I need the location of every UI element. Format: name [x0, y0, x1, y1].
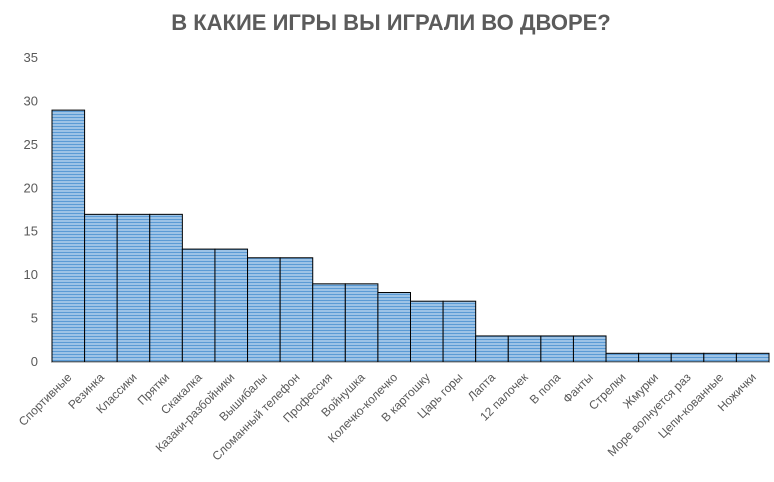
y-axis-ticks: 0 5 10 15 20 25 30 35 — [24, 50, 38, 369]
bar — [181, 248, 216, 363]
bar — [670, 352, 705, 363]
bars-group — [51, 109, 770, 363]
bar — [279, 257, 314, 363]
bar — [344, 283, 379, 363]
bar — [735, 352, 770, 363]
y-tick-label: 5 — [31, 311, 38, 326]
bar — [116, 213, 151, 363]
y-tick-label: 20 — [24, 180, 38, 195]
bar — [638, 352, 672, 363]
bar — [572, 335, 607, 363]
chart-title: В КАКИЕ ИГРЫ ВЫ ИГРАЛИ ВО ДВОРЕ? — [171, 10, 611, 35]
y-tick-label: 10 — [24, 267, 38, 282]
bar — [214, 248, 249, 363]
y-tick-label: 0 — [31, 354, 38, 369]
bar — [84, 213, 118, 363]
y-tick-label: 30 — [24, 93, 38, 108]
bar — [51, 109, 86, 363]
bar — [247, 257, 281, 363]
x-axis-labels: СпортивныеРезинкаКлассикиПряткиСкакалкаК… — [16, 370, 759, 464]
bar — [149, 213, 183, 363]
bar — [475, 335, 509, 363]
bar — [540, 335, 574, 363]
y-tick-label: 35 — [24, 50, 38, 65]
x-tick-label: Спортивные — [16, 370, 75, 429]
bar — [442, 300, 477, 363]
bar — [410, 300, 444, 363]
y-tick-label: 25 — [24, 137, 38, 152]
x-tick-label: Стрелки — [586, 370, 628, 412]
bar — [312, 283, 346, 363]
bar — [377, 292, 412, 363]
x-tick-label: В попа — [527, 370, 564, 407]
bar — [507, 335, 542, 363]
bar — [605, 352, 640, 363]
y-tick-label: 15 — [24, 224, 38, 239]
bar — [703, 352, 737, 363]
